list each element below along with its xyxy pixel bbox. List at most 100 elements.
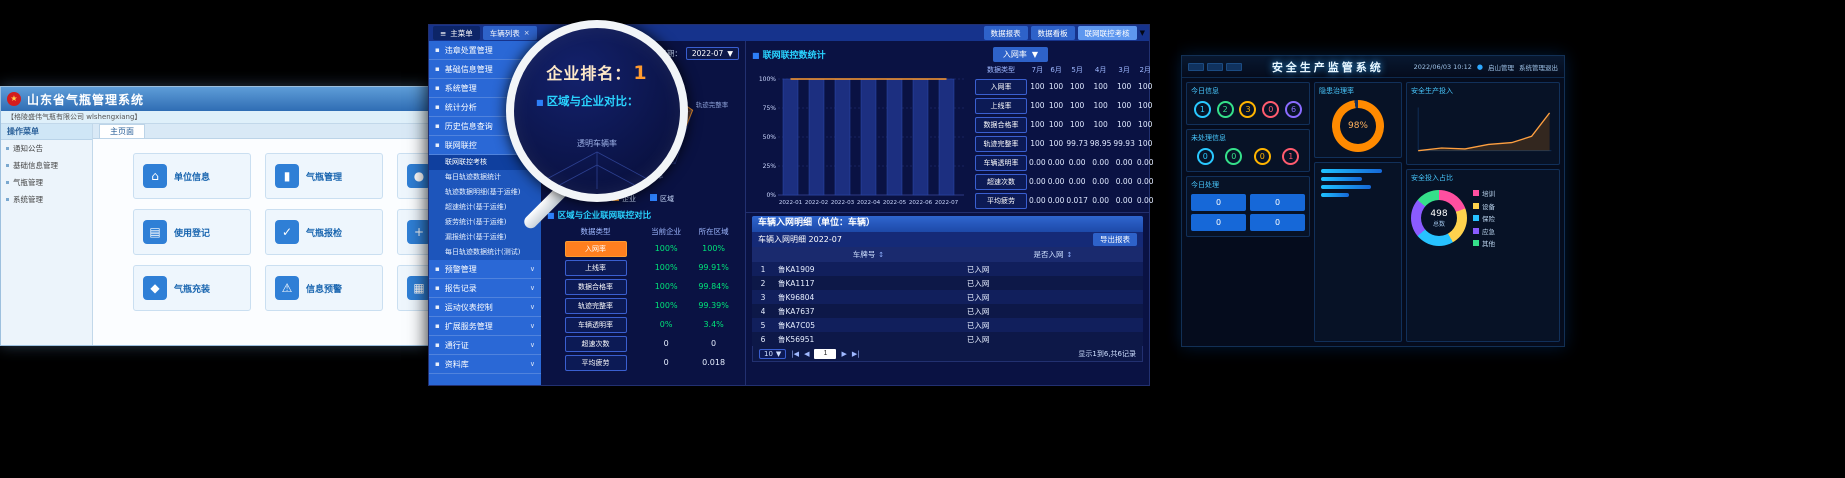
tab-data-report[interactable]: 数据报表: [983, 26, 1028, 40]
monthly-table: 数据类型 7月 6月 5月 4月 3月 2月: [974, 63, 1155, 210]
action-button[interactable]: 0: [1250, 214, 1305, 231]
group-label: 运动仪表控制: [444, 302, 493, 312]
sidebar-group-report[interactable]: ▪ 报告记录 ∨: [429, 279, 541, 298]
action-button[interactable]: 0: [1250, 194, 1305, 211]
submenu-daily-track[interactable]: 每日轨迹数据统计: [445, 173, 501, 181]
tile-inspection[interactable]: ✓ 气瓶报检: [265, 209, 383, 255]
table-row[interactable]: 3 鲁K96804 已入网: [752, 290, 1143, 304]
tab-main-menu[interactable]: ≡ 主菜单: [433, 26, 480, 40]
metric-chip[interactable]: 轨迹完整率: [564, 297, 627, 314]
sidebar-item-system[interactable]: 系统管理: [1, 191, 92, 208]
metric-chip[interactable]: 平均疲劳: [564, 354, 627, 371]
sidebar-item-notice[interactable]: 通知公告: [1, 140, 92, 157]
collapse-icon[interactable]: ▼: [1139, 29, 1145, 37]
stat-circle: 0: [1225, 148, 1243, 165]
sidebar-group-service[interactable]: ▪ 扩展服务管理 ∨: [429, 317, 541, 336]
plate-col-header[interactable]: 车牌号 ↕: [774, 247, 963, 262]
sidebar-group-warning[interactable]: ▪ 预警管理 ∨: [429, 260, 541, 279]
prev-page-button[interactable]: ◀: [804, 349, 810, 358]
page-size-select[interactable]: 10 ▼: [759, 348, 787, 359]
action-button[interactable]: 0: [1191, 214, 1246, 231]
bar: [938, 78, 955, 196]
company-value: 100%: [654, 244, 678, 253]
index-col-header: [752, 247, 774, 262]
tile-person[interactable]: ●: [397, 153, 429, 199]
next-page-button[interactable]: ▶: [841, 349, 847, 358]
submenu-track-detail[interactable]: 轨迹数据明细(基于运维): [445, 188, 521, 196]
query-date-select[interactable]: 2022-07 ▼: [685, 46, 739, 60]
stats-column: ■ 联网联控数统计 入网率 ▼: [746, 41, 1154, 385]
table-row[interactable]: 5 鲁KA7C05 已入网: [752, 318, 1143, 332]
metric-chip[interactable]: 超速次数: [564, 335, 627, 352]
metric-chip[interactable]: 车辆透明率: [975, 154, 1027, 171]
table-row[interactable]: 1 鲁KA1909 已入网: [752, 262, 1143, 276]
tile-statistics[interactable]: ▦: [397, 265, 429, 311]
action-button[interactable]: 0: [1191, 194, 1246, 211]
metric-chip[interactable]: 数据合格率: [975, 116, 1027, 133]
submenu-daily-test[interactable]: 每日轨迹数据统计(测试): [445, 248, 521, 256]
sort-icon[interactable]: ↕: [878, 251, 885, 259]
sidebar-group-pass[interactable]: ▪ 通行证 ∨: [429, 336, 541, 355]
metric-chip[interactable]: 轨迹完整率: [975, 135, 1027, 152]
panel-title: 安全投入占比: [1411, 174, 1453, 182]
sidebar-item-basic-info[interactable]: 基础信息管理: [1, 157, 92, 174]
submenu-fatigue[interactable]: 疲劳统计(基于运维): [445, 218, 507, 226]
status-cell: 已入网: [962, 262, 1143, 276]
metric-dropdown[interactable]: 入网率 ▼: [992, 46, 1048, 62]
gear-icon: ▪: [435, 84, 440, 92]
dashboard-middle-column: 隐患治理率 98%: [1314, 82, 1402, 342]
metric-chip[interactable]: 平均疲劳: [975, 192, 1027, 209]
table-row[interactable]: 2 鲁KA1117 已入网: [752, 276, 1143, 290]
status-col-header[interactable]: 是否入网 ↕: [962, 247, 1143, 262]
page-number-input[interactable]: [814, 348, 837, 359]
tile-label: 气瓶报检: [306, 228, 343, 239]
sort-icon[interactable]: ↕: [1066, 251, 1073, 259]
menu-icon: ≡: [440, 28, 447, 38]
gas-cylinder-app-window: ★ 山东省气瓶管理系统 【格陵盛伟气瓶有限公司 wlshengxiang】 操作…: [0, 86, 430, 346]
tile-cylinder-mgmt[interactable]: ▮ 气瓶管理: [265, 153, 383, 199]
header-chip[interactable]: [1188, 62, 1204, 71]
metric-chip[interactable]: 数据合格率: [564, 278, 627, 295]
tab-vehicle-list[interactable]: 车辆列表 ×: [482, 26, 537, 40]
tile-unit-info[interactable]: ⌂ 单位信息: [133, 153, 251, 199]
metric-chip[interactable]: 入网率: [975, 78, 1027, 95]
table-row[interactable]: 4 鲁KA7637 已入网: [752, 304, 1143, 318]
tile-usage-register[interactable]: ▤ 使用登记: [133, 209, 251, 255]
tab-network-assess[interactable]: 联网联控考核: [1077, 26, 1137, 40]
wrench-icon: +: [407, 220, 429, 244]
metric-chip[interactable]: 超速次数: [975, 173, 1027, 190]
logout-link[interactable]: 系统管理退出: [1519, 63, 1558, 72]
sidebar-group-device[interactable]: ▪ 运动仪表控制 ∨: [429, 298, 541, 317]
last-page-button[interactable]: ▶|: [851, 349, 860, 358]
dashboard-title: 安全生产监管系统: [1271, 60, 1384, 74]
metric-chip-selected[interactable]: 入网率: [564, 240, 627, 257]
tile-label: 气瓶充装: [174, 284, 211, 295]
first-page-button[interactable]: |◀: [791, 349, 800, 358]
action-buttons: 0 0: [1191, 213, 1305, 233]
submenu-missing[interactable]: 漏报统计(基于运维): [445, 233, 507, 241]
header-chip[interactable]: [1207, 62, 1223, 71]
close-icon[interactable]: ×: [523, 29, 530, 37]
cylinder-icon: ▮: [275, 164, 299, 188]
metric-chip[interactable]: 车辆透明率: [564, 316, 627, 333]
panel-title: 安全生产投入: [1411, 87, 1453, 95]
x-tick: 2022-06: [909, 200, 933, 206]
table-row[interactable]: 6 鲁K56951 已入网: [752, 332, 1143, 346]
tile-filling[interactable]: ◆ 气瓶充装: [133, 265, 251, 311]
sidebar-group-library[interactable]: ▪ 资料库 ∨: [429, 355, 541, 374]
header-chip[interactable]: [1226, 62, 1242, 71]
compare-label: 区域与企业对比：: [546, 94, 639, 108]
tile-repair[interactable]: +: [397, 209, 429, 255]
export-report-button[interactable]: 导出报表: [1093, 233, 1137, 246]
metric-chip[interactable]: 上线率: [975, 97, 1027, 114]
metric-chip[interactable]: 上线率: [564, 259, 627, 276]
submenu-overspeed[interactable]: 超速统计(基于运维): [445, 203, 507, 211]
tab-data-board[interactable]: 数据看板: [1030, 26, 1075, 40]
network-icon: ▪: [435, 141, 440, 149]
caret-down-icon: ▼: [775, 349, 782, 358]
legend-label: 企业: [622, 195, 636, 203]
tile-alert[interactable]: ⚠ 信息预警: [265, 265, 383, 311]
sidebar-item-cylinder[interactable]: 气瓶管理: [1, 174, 92, 191]
tab-main-page[interactable]: 主页面: [99, 124, 145, 138]
submenu-network-assess[interactable]: 联网联控考核: [429, 155, 541, 170]
